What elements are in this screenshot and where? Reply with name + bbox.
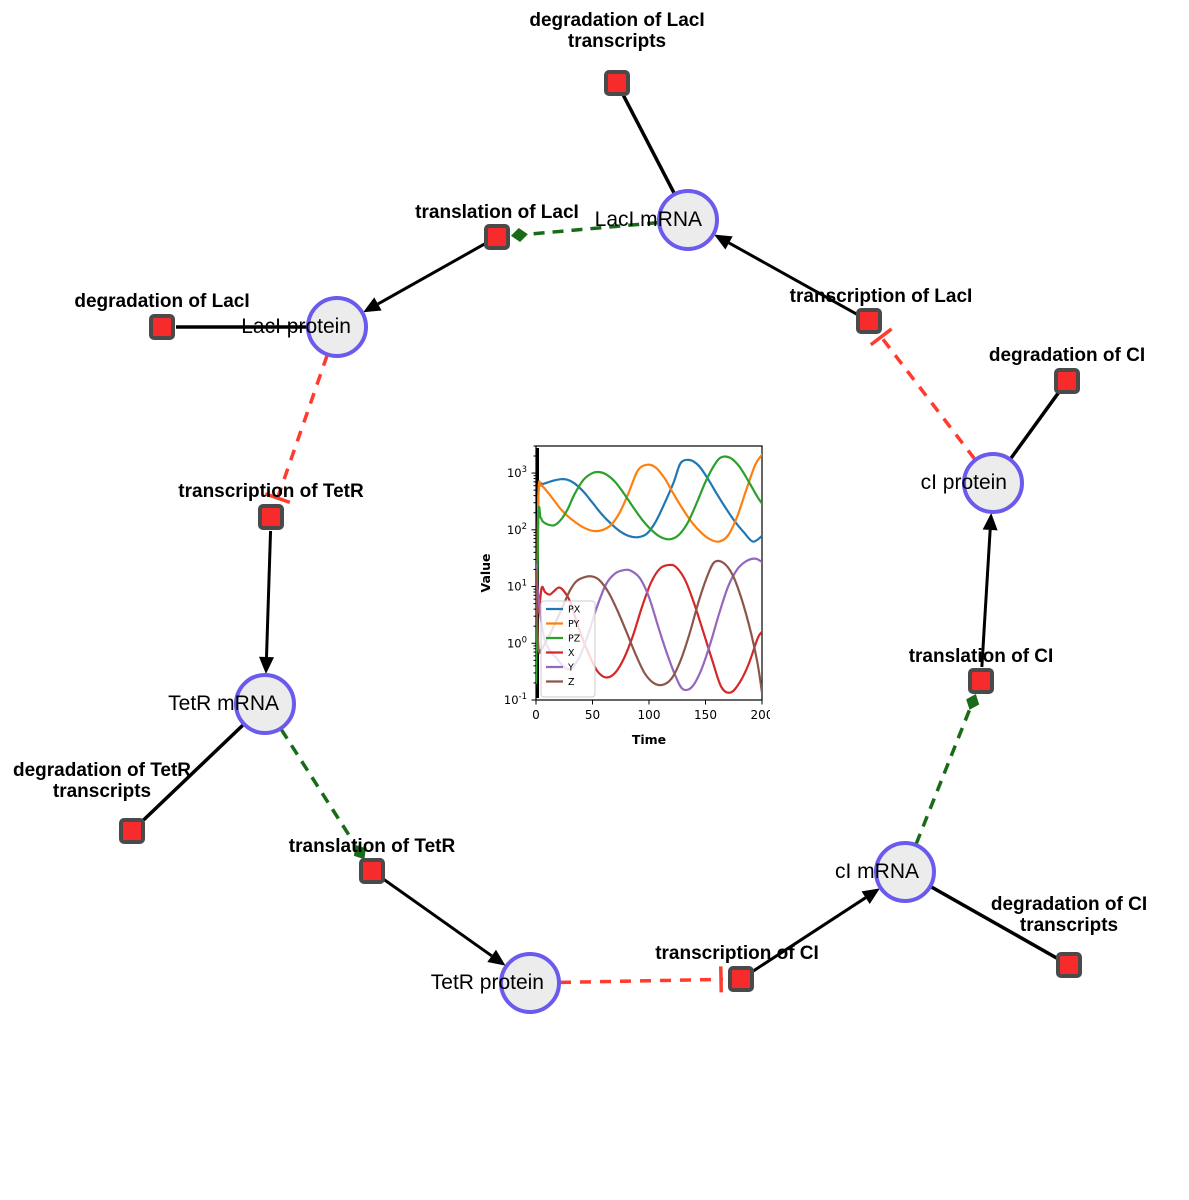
species-label-laci_protein: LacI protein — [241, 315, 351, 339]
species-label-ci_mrna: cI mRNA — [835, 860, 919, 884]
species-node-ci_protein[interactable] — [962, 452, 1024, 514]
reaction-label-tx_tetr: transcription of TetR — [178, 481, 364, 502]
edge-tl_tetr-to-tetr_protein — [382, 877, 506, 966]
edge-deg_laci_tx-to-laci_mrna — [621, 94, 676, 195]
edge-laci_mrna-to-tl_laci — [510, 220, 659, 242]
species-label-ci_protein: cI protein — [920, 471, 1007, 495]
edge-tl_laci-to-laci_protein — [363, 242, 486, 313]
species-label-laci_mrna: LacI mRNA — [594, 208, 702, 232]
series-PZ — [536, 455, 762, 685]
species-node-laci_protein[interactable] — [306, 296, 368, 358]
timecourse-chart: 10-1 100 101 102 103 0 50 100 150 200 Time Value PX P… — [474, 436, 770, 756]
series-PY — [536, 453, 762, 685]
x-tick-label: 150 — [694, 708, 717, 722]
species-node-tetr_protein[interactable] — [499, 952, 561, 1014]
reaction-label-tx_laci: transcription of LacI — [789, 286, 973, 307]
series-PX — [536, 458, 762, 685]
reaction-node-tl_laci[interactable] — [484, 224, 510, 250]
edge-deg_ci-to-ci_protein — [1009, 391, 1061, 460]
reaction-label-tl_laci: translation of LacI — [415, 202, 579, 223]
y-axis-label: Value — [478, 553, 493, 592]
y-tick-label: 102 — [507, 522, 527, 537]
reaction-label-tl_tetr: translation of TetR — [288, 836, 456, 857]
reaction-node-tx_tetr[interactable] — [258, 504, 284, 530]
reaction-label-deg_laci: degradation of LacI — [74, 291, 250, 312]
reaction-node-deg_tetr_tx[interactable] — [119, 818, 145, 844]
reaction-label-deg_ci: degradation of CI — [988, 345, 1146, 366]
reaction-node-tx_ci[interactable] — [728, 966, 754, 992]
y-tick-label: 101 — [507, 579, 527, 594]
edge-tetr_mrna-to-tl_tetr — [279, 728, 366, 860]
x-tick-label: 200 — [751, 708, 770, 722]
reaction-label-deg_tetr_tx: degradation of TetR transcripts — [12, 760, 192, 803]
species-label-tetr_mrna: TetR mRNA — [168, 692, 279, 716]
edge-tetr_protein-to-tx_ci — [559, 966, 724, 993]
edge-tx_tetr-to-tetr_mrna — [259, 530, 275, 675]
legend-label-Z: Z — [568, 677, 575, 688]
species-node-laci_mrna[interactable] — [657, 189, 719, 251]
edge-tx_ci-to-ci_mrna — [751, 888, 880, 973]
reaction-node-tl_tetr[interactable] — [359, 858, 385, 884]
chart-legend: PX PY PZ XYZ — [540, 600, 596, 698]
species-node-ci_mrna[interactable] — [874, 841, 936, 903]
edge-tetr_mrna-to-deg_tetr_tx — [140, 723, 245, 823]
legend-label-Y: Y — [567, 663, 574, 674]
edge-tl_ci-to-ci_protein — [980, 512, 998, 668]
series-X — [536, 563, 762, 694]
species-node-tetr_mrna[interactable] — [234, 673, 296, 735]
edge-ci_mrna-to-tl_ci — [914, 694, 980, 845]
reaction-label-deg_ci_tx: degradation of CI transcripts — [990, 894, 1148, 937]
reaction-node-deg_ci_tx[interactable] — [1056, 952, 1082, 978]
y-tick-label: 10-1 — [504, 692, 527, 707]
reaction-label-tl_ci: translation of CI — [908, 646, 1054, 667]
reaction-node-tl_ci[interactable] — [968, 668, 994, 694]
reaction-label-deg_laci_tx: degradation of LacI transcripts — [529, 10, 705, 53]
legend-label-PZ: PZ — [568, 634, 581, 645]
reaction-label-tx_ci: transcription of CI — [655, 943, 819, 964]
edge-tx_laci-to-laci_mrna — [714, 234, 858, 316]
reaction-node-deg_ci[interactable] — [1054, 368, 1080, 394]
edge-ci_mrna-to-deg_ci_tx — [930, 885, 1058, 960]
x-tick-label: 100 — [638, 708, 661, 722]
legend-label-PY: PY — [568, 619, 580, 630]
edge-ci_protein-to-tx_laci — [869, 327, 977, 461]
x-tick-label: 0 — [532, 708, 540, 722]
species-label-tetr_protein: TetR protein — [430, 971, 544, 995]
reaction-node-deg_laci_tx[interactable] — [604, 70, 630, 96]
reaction-node-deg_laci[interactable] — [149, 314, 175, 340]
edge-laci_protein-to-tx_tetr — [264, 354, 329, 505]
reaction-node-tx_laci[interactable] — [856, 308, 882, 334]
y-tick-label: 103 — [507, 465, 527, 480]
legend-label-PX: PX — [568, 605, 581, 616]
legend-label-X: X — [568, 648, 575, 659]
x-tick-label: 50 — [585, 708, 600, 722]
x-axis-label: Time — [632, 732, 666, 747]
y-tick-label: 100 — [507, 635, 527, 650]
